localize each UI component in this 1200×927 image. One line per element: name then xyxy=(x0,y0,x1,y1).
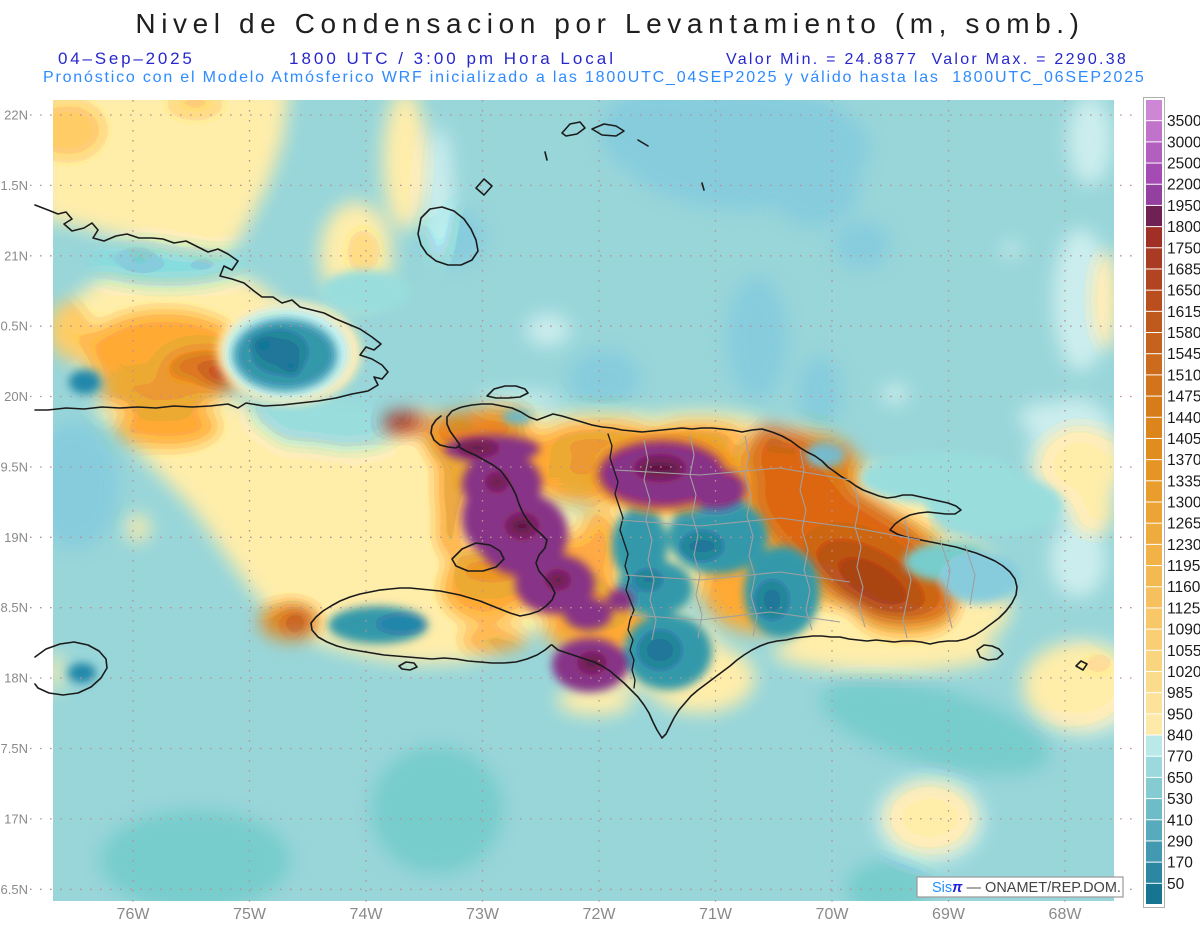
svg-text:69W: 69W xyxy=(932,906,966,923)
svg-text:Nivel de Condensacion por Leva: Nivel de Condensacion por Levantamiento … xyxy=(135,8,1084,39)
svg-text:1475: 1475 xyxy=(1167,389,1200,406)
svg-text:9.5N: 9.5N xyxy=(1,460,28,475)
svg-text:7.5N: 7.5N xyxy=(1,741,28,756)
svg-text:1335: 1335 xyxy=(1167,473,1200,490)
svg-text:1090: 1090 xyxy=(1167,622,1200,639)
svg-text:22N: 22N xyxy=(4,108,28,123)
svg-text:1.5N: 1.5N xyxy=(1,178,28,193)
svg-text:1510: 1510 xyxy=(1167,367,1200,384)
svg-text:Valor Min. = 24.8877 Valor Ma: Valor Min. = 24.8877 Valor Max. = 2290.3… xyxy=(726,51,1128,68)
svg-text:75W: 75W xyxy=(233,906,267,923)
svg-text:1195: 1195 xyxy=(1167,558,1200,575)
svg-text:21N: 21N xyxy=(4,248,28,263)
svg-text:1405: 1405 xyxy=(1167,431,1200,448)
svg-text:1160: 1160 xyxy=(1167,579,1200,596)
svg-text:72W: 72W xyxy=(583,906,617,923)
svg-text:1545: 1545 xyxy=(1167,346,1200,363)
svg-text:1950: 1950 xyxy=(1167,198,1200,215)
svg-text:1615: 1615 xyxy=(1167,304,1200,321)
svg-text:770: 770 xyxy=(1167,749,1193,766)
svg-text:18N: 18N xyxy=(4,671,28,686)
svg-text:8.5N: 8.5N xyxy=(1,600,28,615)
svg-text:2200: 2200 xyxy=(1167,177,1200,194)
svg-text:840: 840 xyxy=(1167,728,1193,745)
svg-text:19N: 19N xyxy=(4,530,28,545)
svg-text:290: 290 xyxy=(1167,833,1193,850)
svg-text:Pronóstico con el Modelo Atmós: Pronóstico con el Modelo Atmósferico WRF… xyxy=(43,69,1146,86)
svg-text:Sisπ — ONAMET/REP.DOM.: Sisπ — ONAMET/REP.DOM. xyxy=(932,880,1121,896)
svg-text:1125: 1125 xyxy=(1167,600,1200,617)
svg-text:650: 650 xyxy=(1167,770,1193,787)
svg-text:1265: 1265 xyxy=(1167,516,1200,533)
svg-text:1650: 1650 xyxy=(1167,283,1200,300)
svg-text:1300: 1300 xyxy=(1167,495,1200,512)
svg-text:1370: 1370 xyxy=(1167,452,1200,469)
svg-text:2500: 2500 xyxy=(1167,156,1200,173)
svg-text:950: 950 xyxy=(1167,706,1193,723)
svg-text:04–Sep–2025: 04–Sep–2025 xyxy=(58,49,195,68)
svg-text:410: 410 xyxy=(1167,812,1193,829)
svg-text:1440: 1440 xyxy=(1167,410,1200,427)
svg-text:1750: 1750 xyxy=(1167,240,1200,257)
svg-text:530: 530 xyxy=(1167,791,1193,808)
svg-text:1055: 1055 xyxy=(1167,643,1200,660)
svg-text:3500: 3500 xyxy=(1167,113,1200,130)
svg-text:1800 UTC / 3:00 pm Hora Local: 1800 UTC / 3:00 pm Hora Local xyxy=(289,49,616,68)
svg-text:71W: 71W xyxy=(699,906,733,923)
svg-text:50: 50 xyxy=(1167,876,1185,893)
svg-text:170: 170 xyxy=(1167,855,1193,872)
svg-text:73W: 73W xyxy=(466,906,500,923)
svg-text:0.5N: 0.5N xyxy=(1,319,28,334)
svg-text:1800: 1800 xyxy=(1167,219,1200,236)
svg-text:1230: 1230 xyxy=(1167,537,1200,554)
svg-text:17N: 17N xyxy=(4,811,28,826)
svg-text:1685: 1685 xyxy=(1167,262,1200,279)
svg-text:70W: 70W xyxy=(816,906,850,923)
svg-text:1580: 1580 xyxy=(1167,325,1200,342)
svg-text:74W: 74W xyxy=(350,906,384,923)
svg-text:6.5N: 6.5N xyxy=(1,882,28,897)
svg-text:20N: 20N xyxy=(4,389,28,404)
svg-text:76W: 76W xyxy=(117,906,151,923)
svg-text:3000: 3000 xyxy=(1167,134,1200,151)
svg-text:985: 985 xyxy=(1167,685,1193,702)
svg-text:68W: 68W xyxy=(1049,906,1083,923)
svg-text:1020: 1020 xyxy=(1167,664,1200,681)
